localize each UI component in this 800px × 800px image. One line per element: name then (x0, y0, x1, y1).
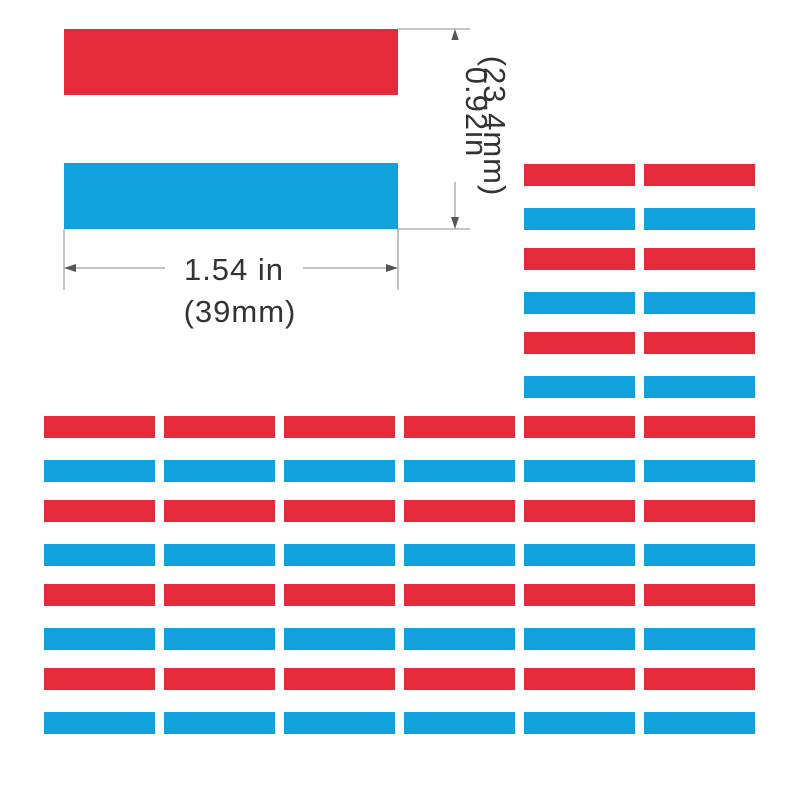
mini-sticker-stripe (404, 544, 515, 566)
mini-sticker-stripe (44, 460, 155, 482)
mini-sticker-stripe (404, 628, 515, 650)
mini-sticker-stripe (404, 584, 515, 606)
mini-sticker-stripe (524, 628, 635, 650)
mini-sticker-stripe (404, 500, 515, 522)
mini-sticker-stripe (44, 544, 155, 566)
mini-sticker-stripe (524, 544, 635, 566)
mini-sticker-stripe (164, 544, 275, 566)
width-label-mm: (39mm) (184, 294, 297, 329)
mini-sticker-stripe (524, 292, 635, 314)
mini-sticker-stripe (524, 376, 635, 398)
mini-sticker-stripe (404, 460, 515, 482)
mini-sticker-stripe (404, 416, 515, 438)
mini-sticker-stripe (284, 500, 395, 522)
red-stripe (64, 29, 398, 95)
mini-sticker-stripe (164, 584, 275, 606)
mini-sticker-stripe (164, 416, 275, 438)
mini-sticker-stripe (644, 712, 755, 734)
mini-sticker-stripe (644, 208, 755, 230)
mini-sticker-stripe (164, 712, 275, 734)
mini-sticker-stripe (404, 668, 515, 690)
label-bg (440, 40, 470, 182)
mini-sticker-stripe (44, 712, 155, 734)
mini-sticker-stripe (284, 668, 395, 690)
arrow (386, 264, 398, 272)
height-label-mm: (23.4mm) (477, 56, 512, 197)
mini-sticker-stripe (644, 164, 755, 186)
arrow (451, 217, 459, 229)
mini-sticker-stripe (524, 332, 635, 354)
mini-sticker-stripe (524, 712, 635, 734)
mini-sticker-stripe (524, 164, 635, 186)
mini-sticker-stripe (164, 628, 275, 650)
width-label: 1.54 in (184, 252, 284, 287)
mini-sticker-stripe (644, 544, 755, 566)
mini-sticker-stripe (284, 712, 395, 734)
arrowheads (64, 29, 459, 272)
mini-sticker-stripe (44, 500, 155, 522)
mini-sticker-stripe (644, 500, 755, 522)
mini-sticker-stripe (164, 500, 275, 522)
height-label: 0.92in (459, 67, 494, 157)
mini-sticker-stripe (404, 712, 515, 734)
blue-stripe (64, 163, 398, 229)
mini-sticker-stripe (284, 628, 395, 650)
mini-sticker-stripe (644, 292, 755, 314)
mini-sticker-stripe (524, 416, 635, 438)
mini-sticker-stripe (164, 668, 275, 690)
mini-sticker-stripe (284, 544, 395, 566)
label-bg (165, 252, 303, 284)
mini-sticker-stripe (44, 584, 155, 606)
mini-sticker-stripe (644, 416, 755, 438)
mini-sticker-stripe (284, 416, 395, 438)
mini-sticker-stripe (524, 460, 635, 482)
mini-sticker-stripe (524, 248, 635, 270)
mini-sticker-stripe (44, 628, 155, 650)
mini-sticker-stripe (644, 584, 755, 606)
mini-sticker-stripe (524, 584, 635, 606)
mini-sticker-stripe (44, 416, 155, 438)
small-stickers (44, 164, 755, 734)
mini-sticker-stripe (644, 332, 755, 354)
mini-sticker-stripe (44, 668, 155, 690)
mini-sticker-stripe (524, 668, 635, 690)
arrow (451, 29, 459, 41)
mini-sticker-stripe (644, 460, 755, 482)
mini-sticker-stripe (644, 628, 755, 650)
mini-sticker-stripe (164, 460, 275, 482)
mini-sticker-stripe (524, 208, 635, 230)
main-flag (64, 29, 398, 229)
mini-sticker-stripe (644, 248, 755, 270)
mini-sticker-stripe (524, 500, 635, 522)
arrow (64, 264, 76, 272)
mini-sticker-stripe (644, 376, 755, 398)
mini-sticker-stripe (284, 584, 395, 606)
white-stripe (64, 95, 398, 163)
mini-sticker-stripe (284, 460, 395, 482)
mini-sticker-stripe (644, 668, 755, 690)
